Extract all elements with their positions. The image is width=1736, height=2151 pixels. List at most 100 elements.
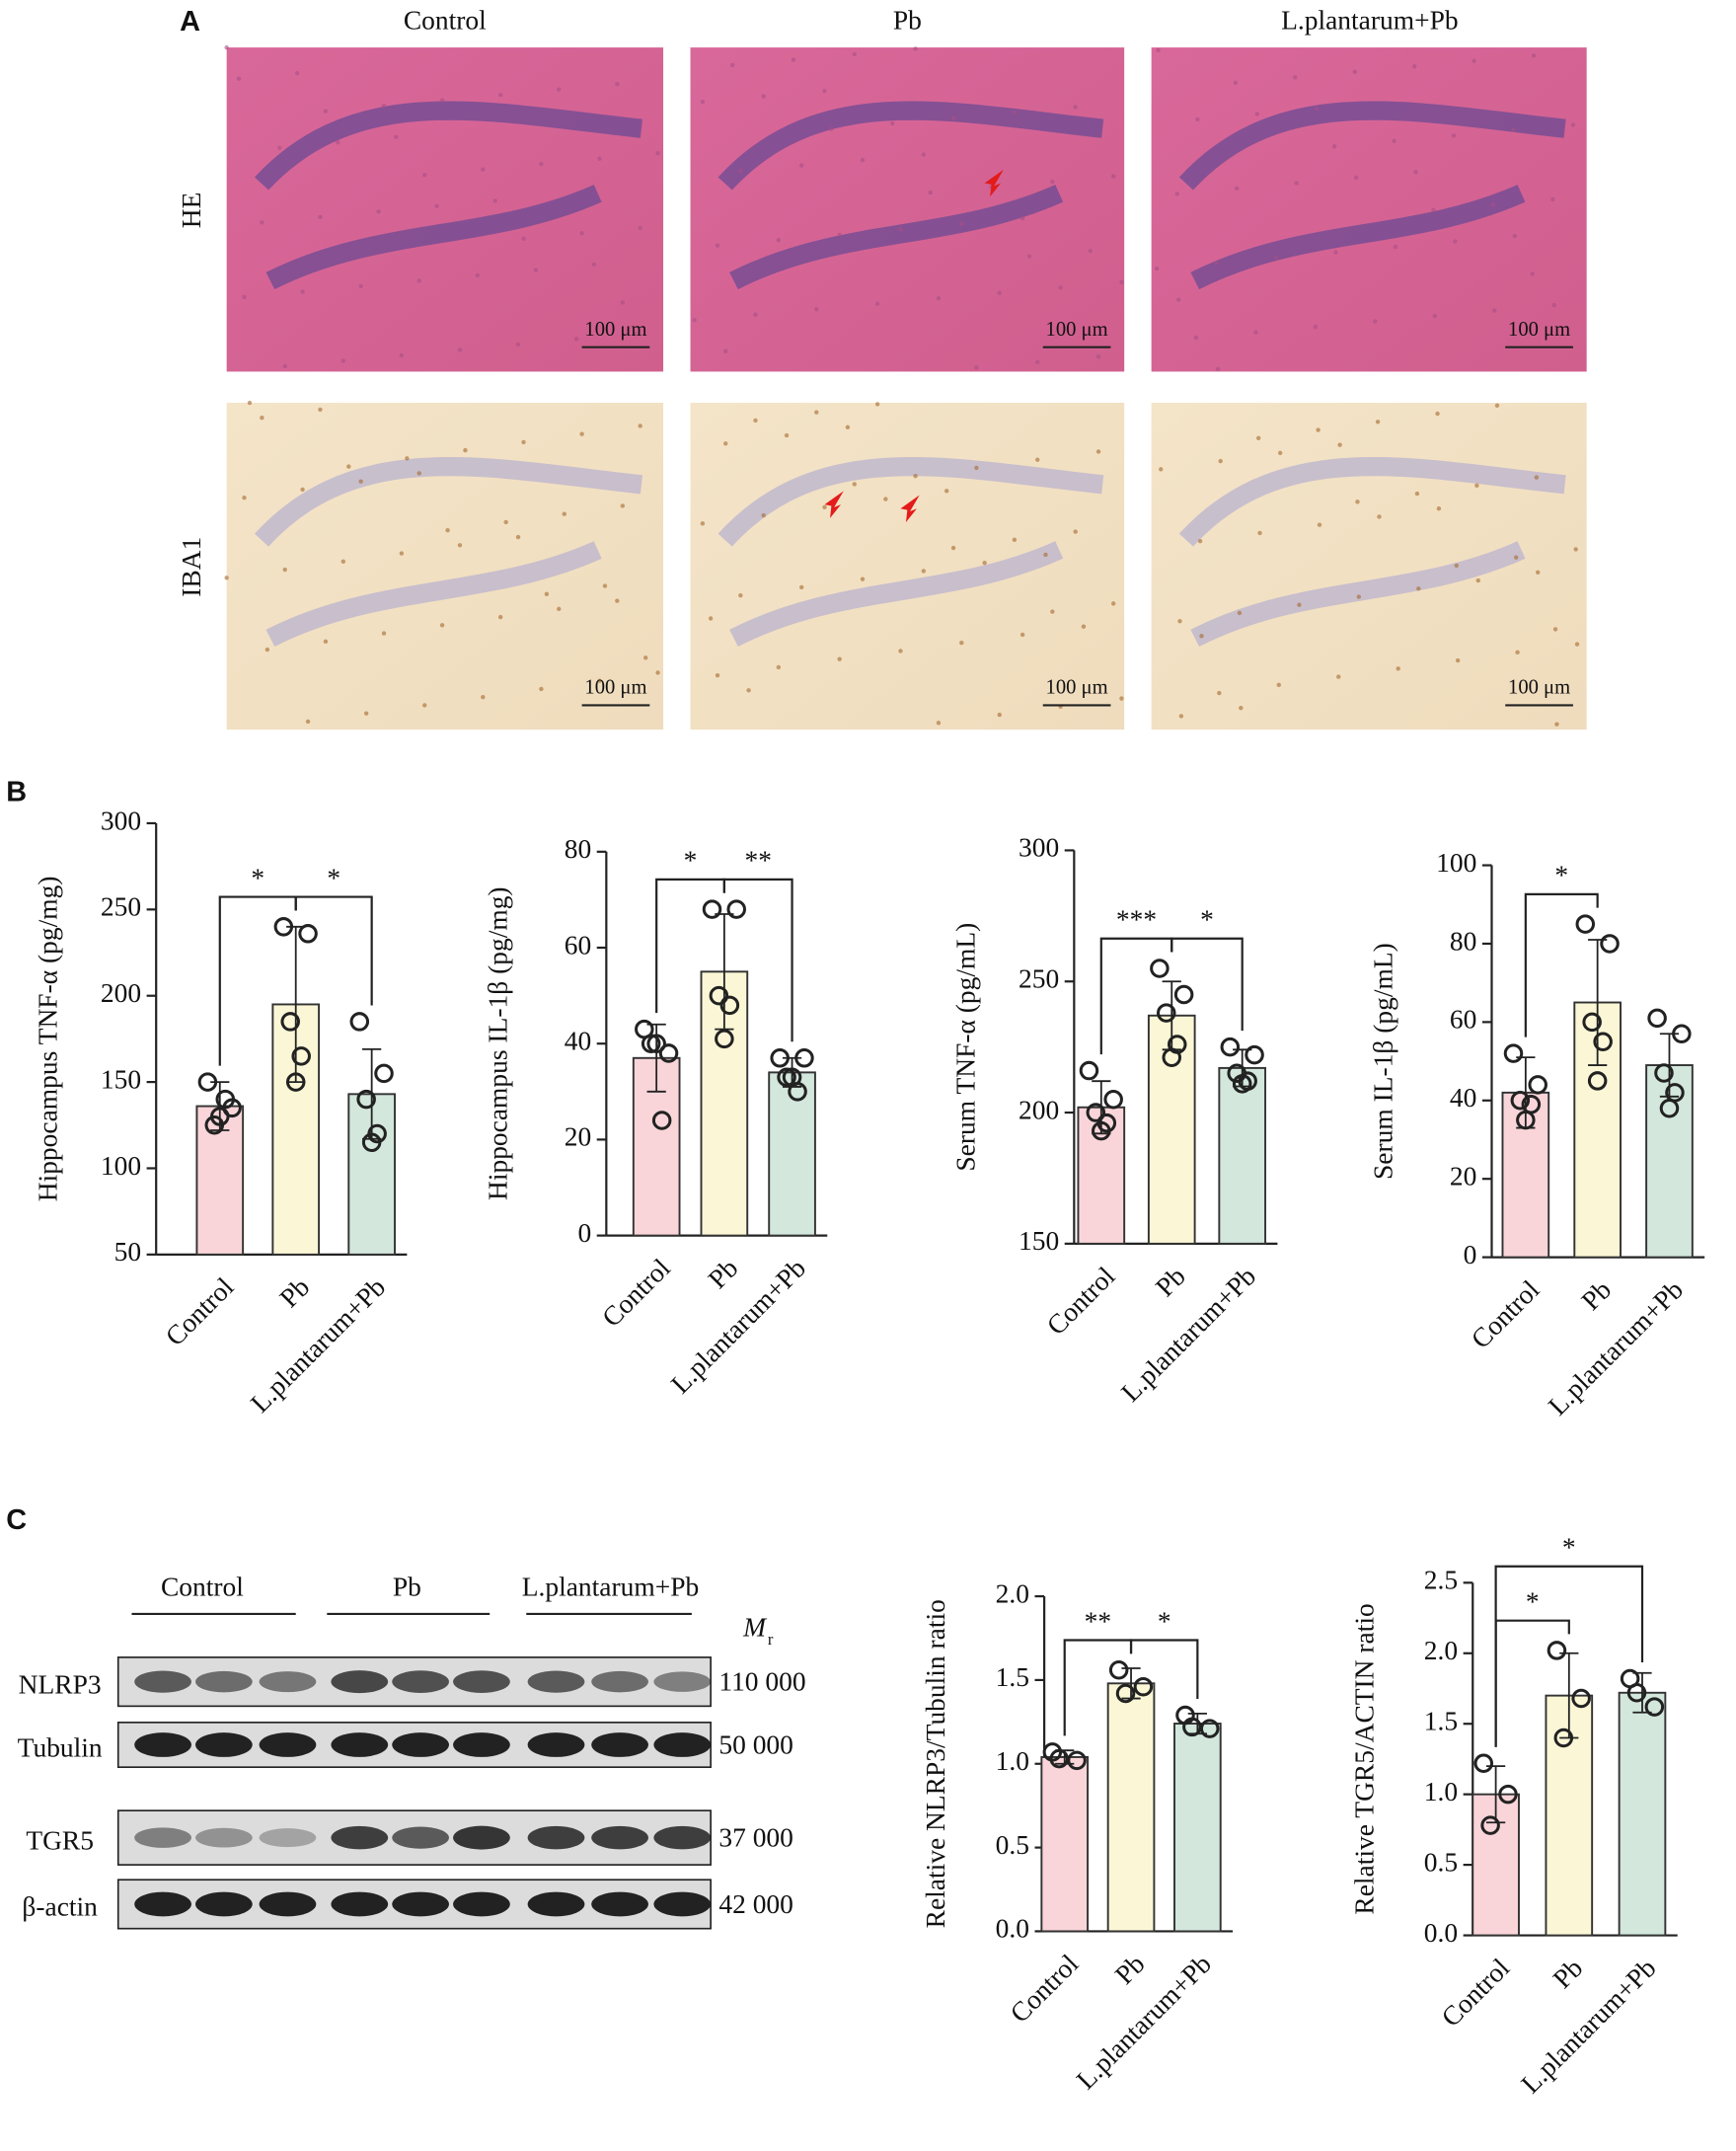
speck <box>913 46 918 51</box>
y-axis-label: Hippocampus TNF-α (pg/mg) <box>33 877 62 1202</box>
data-point <box>1092 1120 1111 1141</box>
significance-label: * <box>1526 1587 1540 1617</box>
band <box>195 1670 253 1693</box>
speck <box>579 431 584 436</box>
group-label: L.plantarum+Pb <box>522 1573 700 1602</box>
band <box>591 1732 648 1757</box>
speck <box>1293 75 1298 80</box>
band <box>653 1825 712 1850</box>
protein-label: TGR5 <box>26 1825 94 1855</box>
data-point <box>1498 1784 1518 1805</box>
band <box>331 1670 389 1694</box>
speck <box>533 268 539 272</box>
data-point <box>1644 1697 1665 1717</box>
y-tick-label: 50 <box>114 1237 141 1267</box>
band <box>392 1670 449 1693</box>
speck <box>439 623 445 628</box>
cell-layer <box>254 457 642 547</box>
x-tick-label: Pb <box>703 1253 744 1294</box>
speck <box>602 583 608 588</box>
speck <box>1355 499 1360 504</box>
speck <box>1154 266 1160 271</box>
significance-bracket <box>1494 1565 1644 1747</box>
speck <box>1511 127 1516 133</box>
significance-label: * <box>1158 1606 1171 1636</box>
arrow <box>900 495 920 522</box>
speck <box>700 521 706 526</box>
speck <box>898 226 903 232</box>
cell-layer <box>254 101 642 191</box>
speck <box>515 342 521 347</box>
significance-bracket <box>722 878 793 1042</box>
speck <box>562 511 566 516</box>
speck <box>1550 196 1555 202</box>
significance-label: * <box>1562 1533 1576 1563</box>
speck <box>860 576 866 581</box>
significance-label: ** <box>744 846 771 876</box>
speck <box>497 614 503 620</box>
speck <box>1175 297 1181 302</box>
speck <box>1050 609 1055 614</box>
speck <box>890 120 895 126</box>
speck <box>1026 254 1032 259</box>
data-point <box>702 899 722 919</box>
speck <box>1416 586 1421 591</box>
speck <box>1432 313 1437 319</box>
data-point <box>1157 1003 1176 1023</box>
speck <box>1492 308 1497 313</box>
y-tick-label: 250 <box>1019 964 1059 994</box>
data-point <box>215 1089 236 1110</box>
data-point <box>1600 934 1620 954</box>
y-tick-label: 20 <box>565 1122 591 1152</box>
significance-label: *** <box>1116 905 1157 935</box>
speck <box>1159 467 1164 472</box>
speck <box>557 606 562 612</box>
panel-label: C <box>6 1504 27 1536</box>
speck <box>1313 324 1319 330</box>
speck <box>700 99 706 105</box>
column-label: L.plantarum+Pb <box>1281 6 1459 36</box>
row-label: IBA1 <box>177 537 206 597</box>
band <box>331 1825 389 1850</box>
speck <box>1551 302 1556 308</box>
speck <box>845 424 851 429</box>
speck <box>277 145 282 150</box>
speck <box>761 94 766 99</box>
speck <box>943 489 949 494</box>
data-point <box>349 1012 370 1032</box>
data-point <box>280 1012 300 1032</box>
column-label: Pb <box>893 6 922 36</box>
y-tick-label: 80 <box>565 834 591 864</box>
bar <box>1106 1682 1156 1933</box>
speck <box>439 98 445 103</box>
speck <box>1377 514 1382 519</box>
mr-value: 37 000 <box>718 1823 793 1853</box>
speck <box>1235 186 1240 192</box>
speck <box>358 479 363 484</box>
band <box>453 1732 510 1757</box>
speck <box>597 156 602 161</box>
speck <box>798 584 804 590</box>
x-tick-label: L.plantarum+Pb <box>245 1272 391 1419</box>
y-tick-label: 0.0 <box>1424 1918 1458 1948</box>
speck <box>1156 47 1161 53</box>
y-tick-label: 40 <box>565 1027 591 1056</box>
speck <box>1043 552 1048 558</box>
data-point <box>719 995 740 1016</box>
speck <box>340 358 346 363</box>
data-point <box>1173 984 1194 1005</box>
data-point <box>298 924 318 944</box>
speck <box>1552 627 1558 632</box>
speck <box>1050 179 1055 185</box>
speck <box>294 70 300 76</box>
x-tick-label: L.plantarum+Pb <box>1516 1953 1662 2099</box>
speck <box>776 664 782 670</box>
speck <box>655 151 660 156</box>
data-point <box>658 1043 679 1063</box>
y-tick-label: 0.0 <box>996 1914 1029 1944</box>
data-point <box>782 1067 802 1087</box>
y-tick-label: 1.5 <box>996 1662 1029 1692</box>
data-point <box>1575 914 1596 934</box>
data-point <box>1133 1676 1154 1697</box>
data-point <box>1067 1750 1087 1771</box>
